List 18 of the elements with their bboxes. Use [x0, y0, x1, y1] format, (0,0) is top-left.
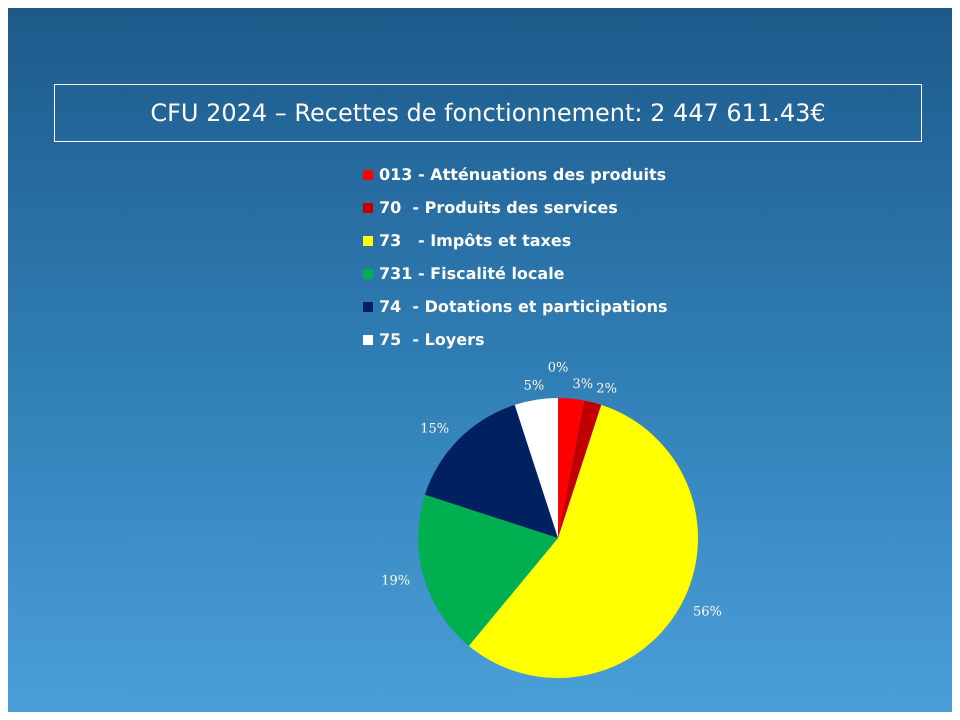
data-label: 19% — [381, 573, 410, 588]
data-label: 15% — [420, 422, 450, 437]
data-label: 56% — [692, 604, 722, 620]
text: 0% — [548, 360, 568, 376]
legend-label: 013 - Atténuations des produits — [379, 165, 666, 184]
chart-title: CFU 2024 – Recettes de fonctionnement: 2 447 611.43€ — [54, 84, 922, 142]
legend-label: 73 - Impôts et taxes — [379, 231, 572, 250]
pie-slice — [514, 398, 558, 538]
pie-slice — [558, 398, 584, 538]
legend-label: 731 - Fiscalité locale — [379, 264, 565, 283]
legend-label: 70 - Produits des services — [379, 198, 618, 217]
legend-label: 74 - Dotations et participations — [379, 297, 668, 316]
data-label: 3% — [572, 377, 594, 392]
pie-slice — [558, 400, 602, 538]
data-label: 2% — [596, 381, 617, 396]
pie-slice — [418, 494, 558, 646]
legend-label: 75 - Loyers — [379, 330, 484, 349]
data-label: 5% — [524, 378, 544, 394]
